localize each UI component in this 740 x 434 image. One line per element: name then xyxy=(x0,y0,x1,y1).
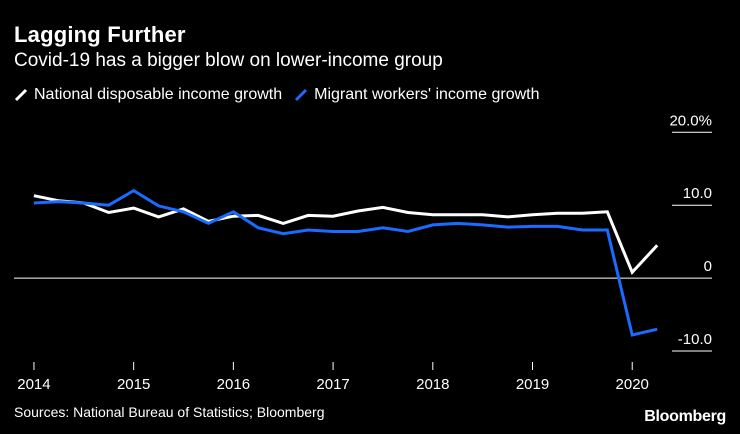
chart-subtitle: Covid-19 has a bigger blow on lower-inco… xyxy=(14,50,443,71)
legend-label-migrant: Migrant workers' income growth xyxy=(314,86,540,103)
x-tick-label: 2014 xyxy=(17,376,50,393)
legend-label-national: National disposable income growth xyxy=(34,86,283,103)
legend-swatch-national-mark xyxy=(14,88,28,102)
source-note: Sources: National Bureau of Statistics; … xyxy=(14,404,325,420)
y-tick-label: 10.0 xyxy=(683,185,712,202)
legend-swatch-national xyxy=(14,88,28,102)
x-tick-label: 2017 xyxy=(316,376,349,393)
x-tick-label: 2020 xyxy=(616,376,649,393)
legend-swatch-migrant xyxy=(295,88,308,102)
chart-title: Lagging Further xyxy=(14,22,186,47)
y-tick-label: 20.0% xyxy=(669,112,712,129)
legend-item-national: National disposable income growth xyxy=(14,86,282,104)
y-tick-label: 0 xyxy=(704,258,712,275)
series-line-migrant xyxy=(33,188,658,337)
legend-swatch-migrant-mark xyxy=(295,88,308,102)
x-tick-label: 2016 xyxy=(217,376,250,393)
chart-legend: National disposable income growth Migran… xyxy=(14,86,552,104)
legend-item-migrant: Migrant workers' income growth xyxy=(294,86,540,104)
x-tick-label: 2018 xyxy=(416,376,449,393)
bloomberg-logo: Bloomberg xyxy=(644,408,726,425)
series-line-national xyxy=(33,194,659,276)
x-tick-label: 2019 xyxy=(516,376,549,393)
x-tick-label: 2015 xyxy=(117,376,150,393)
y-tick-label: -10.0 xyxy=(678,331,712,348)
